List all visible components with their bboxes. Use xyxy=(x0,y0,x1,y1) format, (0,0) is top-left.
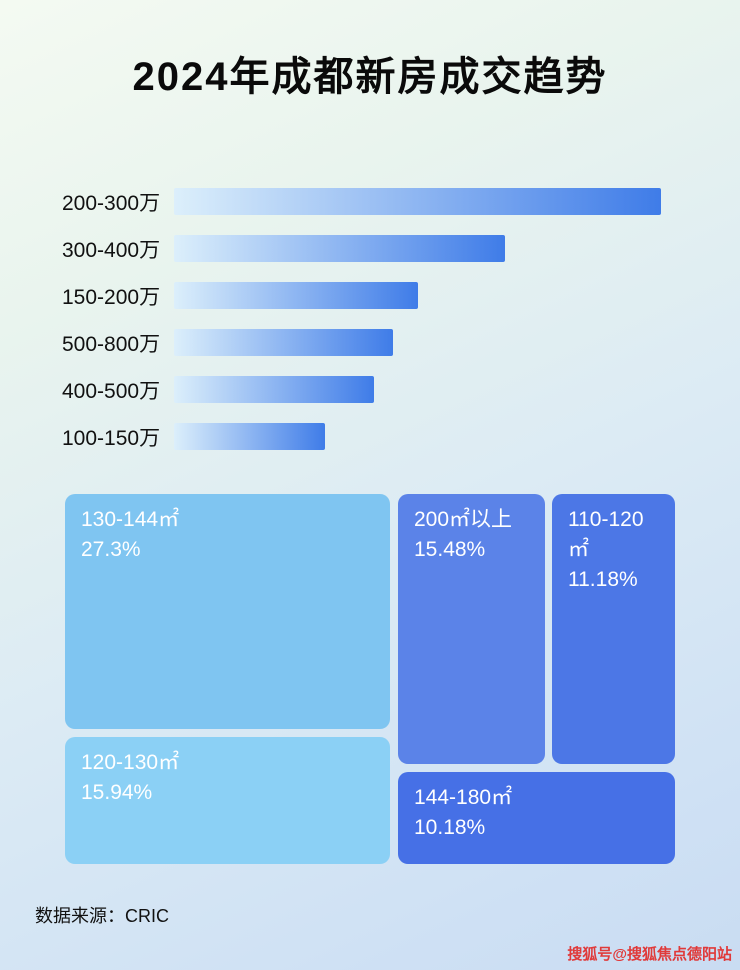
treemap: 130-144㎡ 27.3% 120-130㎡ 15.94% 200㎡以上 15… xyxy=(65,494,675,864)
treemap-right-column: 200㎡以上 15.48% 110-120㎡ 11.18% 144-180㎡ 1… xyxy=(398,494,675,864)
bar xyxy=(174,282,418,309)
bar-row: 400-500万 xyxy=(62,366,740,413)
bar-category-label: 400-500万 xyxy=(62,379,161,403)
bar-row: 300-400万 xyxy=(62,225,740,272)
treemap-block-130-144: 130-144㎡ 27.3% xyxy=(65,494,390,729)
bar xyxy=(174,329,394,356)
page-title: 2024年成都新房成交趋势 xyxy=(132,55,608,99)
bar-track xyxy=(174,282,661,309)
bar-track xyxy=(174,329,661,356)
treemap-left-column: 130-144㎡ 27.3% 120-130㎡ 15.94% xyxy=(65,494,390,864)
bar-row: 500-800万 xyxy=(62,319,740,366)
bar-category-label: 200-300万 xyxy=(62,191,161,215)
bar-track xyxy=(174,423,661,450)
watermark: 搜狐号@搜狐焦点德阳站 xyxy=(567,946,732,963)
treemap-block-label: 200㎡以上 xyxy=(414,508,513,531)
treemap-block-value: 15.94% xyxy=(81,780,153,804)
bar-row: 100-150万 xyxy=(62,413,740,460)
bar-row: 200-300万 xyxy=(62,178,740,225)
treemap-block-label: 144-180㎡ xyxy=(414,786,513,809)
bar-row: 150-200万 xyxy=(62,272,740,319)
bar-track xyxy=(174,188,661,215)
treemap-block-value: 15.48% xyxy=(414,537,486,561)
bar-category-label: 500-800万 xyxy=(62,332,161,356)
treemap-block-label: 120-130㎡ xyxy=(81,751,180,774)
treemap-block-120-130: 120-130㎡ 15.94% xyxy=(65,737,390,864)
treemap-block-value: 27.3% xyxy=(81,537,141,561)
treemap-block-value: 11.18% xyxy=(568,567,638,591)
bar xyxy=(174,423,325,450)
treemap-block-label: 110-120㎡ xyxy=(568,508,644,561)
bar-category-label: 100-150万 xyxy=(62,426,161,450)
bar-track xyxy=(174,235,661,262)
bar-track xyxy=(174,376,661,403)
treemap-block-110-120: 110-120㎡ 11.18% xyxy=(552,494,675,764)
treemap-block-144-180: 144-180㎡ 10.18% xyxy=(398,772,675,864)
treemap-right-top-row: 200㎡以上 15.48% 110-120㎡ 11.18% xyxy=(398,494,675,764)
bar xyxy=(174,376,374,403)
bar-category-label: 300-400万 xyxy=(62,238,161,262)
bar-chart: 200-300万 300-400万 150-200万 500-800万 xyxy=(62,178,740,460)
treemap-block-value: 10.18% xyxy=(414,815,486,839)
treemap-block-label: 130-144㎡ xyxy=(81,508,180,531)
treemap-block-200-plus: 200㎡以上 15.48% xyxy=(398,494,545,764)
data-source-note: 数据来源：CRIC xyxy=(35,906,169,926)
page: 2024年成都新房成交趋势 200-300万 300-400万 150-200万… xyxy=(35,55,740,963)
bar-category-label: 150-200万 xyxy=(62,285,161,309)
bar xyxy=(174,235,506,262)
bar xyxy=(174,188,661,215)
